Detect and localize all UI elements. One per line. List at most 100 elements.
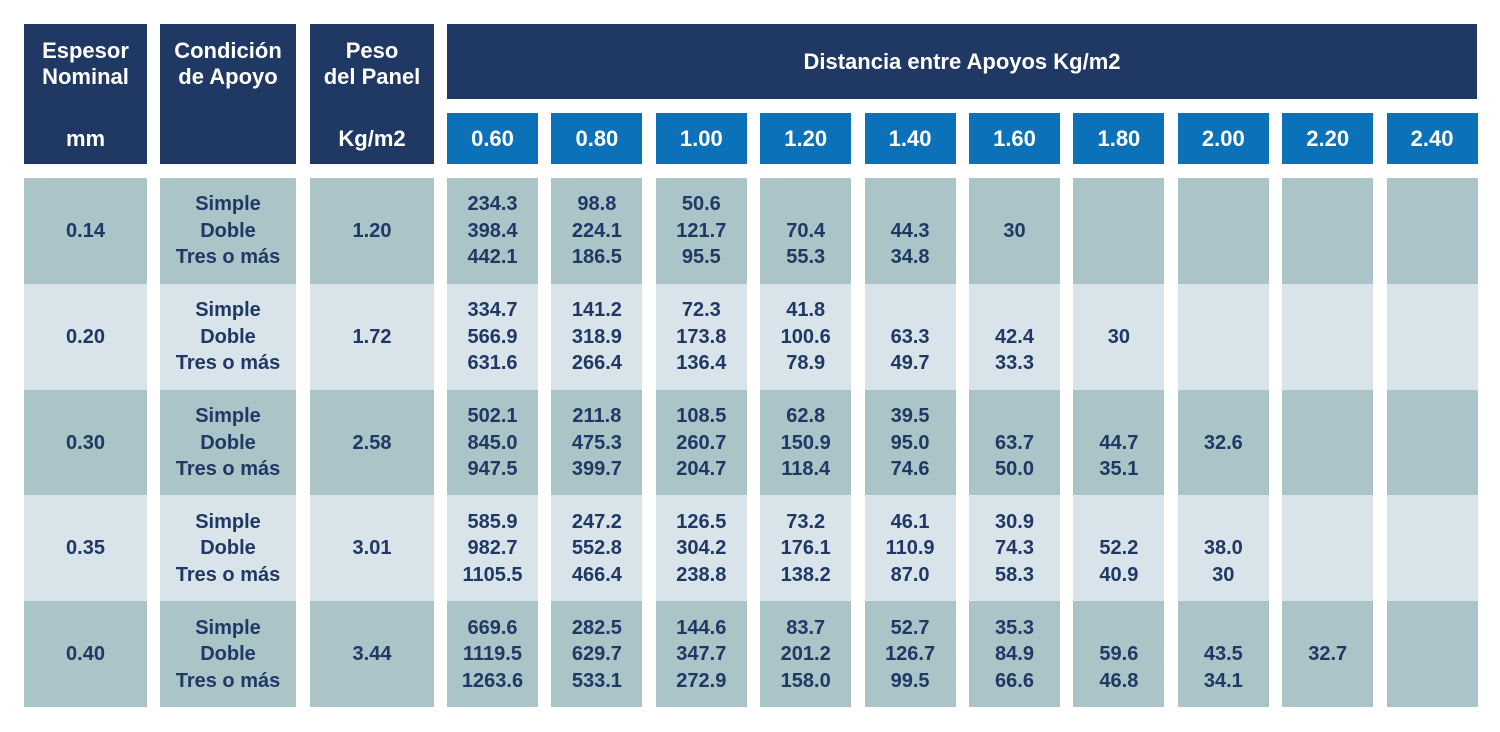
load-value: 136.4 [676,352,727,375]
body-cell [1177,601,1269,707]
condicion: Simple [195,405,261,427]
load-value: 475.3 [571,431,622,454]
peso: 3.01 [352,537,392,560]
load-value: 272.9 [676,669,727,692]
load-value: 304.2 [676,537,727,560]
body-cell [969,495,1060,602]
condicion: Tres o más [175,669,281,692]
body-cell [655,283,747,390]
body-cell [160,389,296,496]
header-label: Condición [174,38,282,63]
load-value: 34.1 [1203,669,1243,692]
span-header-cell [969,113,1060,164]
body-cell [969,389,1060,496]
load-value: 1119.5 [463,643,522,666]
span-header-cell [1073,113,1165,164]
load-value: 52.7 [890,616,930,639]
header-unit: mm [65,126,106,151]
load-value: 266.4 [571,352,622,375]
header-label: Distancia entre Apoyos Kg/m2 [803,49,1121,74]
load-value: 43.5 [1203,643,1243,666]
span-label: 1.40 [888,126,932,151]
load-value: 98.8 [577,193,617,216]
body-cell [655,178,747,284]
load-value: 72.3 [681,299,721,322]
load-value: 32.7 [1308,643,1348,666]
load-value: 70.4 [786,219,826,242]
load-value: 44.7 [1099,431,1139,454]
load-value: 126.7 [885,643,936,666]
body-cell [1177,283,1269,390]
load-value: 100.6 [780,325,831,348]
header-cell [160,24,296,164]
span-header-cell [1282,113,1374,164]
body-cell [1282,495,1374,602]
body-cell [1282,389,1374,496]
load-value: 33.3 [995,352,1034,375]
load-value: 126.5 [676,510,727,533]
load-value: 110.9 [885,537,935,560]
span-label: 0.80 [575,126,619,151]
body-cell [760,178,852,284]
body-cell [447,601,538,707]
load-value: 52.2 [1099,537,1139,560]
load-value: 201.2 [780,643,831,666]
load-value: 224.1 [571,219,622,242]
load-value: 40.9 [1099,563,1139,586]
body-cell [760,495,852,602]
body-cell [864,389,956,496]
peso: 2.58 [352,431,392,454]
body-cell [310,178,434,284]
header-label: Peso [345,38,399,63]
body-cell [24,601,147,707]
span-header-cell [1177,113,1269,164]
span-header-cell [551,113,643,164]
peso: 3.44 [352,643,392,666]
load-value: 399.7 [571,458,622,480]
load-value: 334.7 [467,299,518,322]
load-value: 947.5 [467,458,518,480]
load-value: 108.5 [676,405,727,427]
body-cell [551,601,643,707]
span-label: 1.80 [1097,126,1141,151]
body-cell [655,389,747,496]
espesor: 0.20 [66,325,105,348]
load-value: 347.7 [676,643,727,666]
span-label: 1.00 [679,126,723,151]
load-value: 282.5 [571,616,622,639]
load-value: 30.9 [995,510,1034,533]
load-value: 552.8 [571,537,622,560]
load-value: 73.2 [786,510,826,533]
body-cell [447,389,538,496]
load-value: 44.3 [890,219,930,242]
body-cell [160,283,296,390]
load-value: 74.6 [890,458,930,480]
body-cell [864,495,956,602]
load-value: 204.7 [676,458,727,480]
load-value: 669.6 [467,616,518,639]
body-cell [24,389,147,496]
body-cell [551,283,643,390]
load-value: 34.8 [890,246,930,269]
load-value: 62.8 [786,405,826,427]
body-cell [310,283,434,390]
body-cell [447,283,538,390]
body-cell [760,389,852,496]
body-cell [864,601,956,707]
body-cell [1386,601,1478,707]
body-cell [310,495,434,602]
body-cell [1073,389,1165,496]
load-value: 95.5 [681,246,721,269]
header-cell [310,24,434,164]
load-value: 150.9 [780,431,831,454]
body-cell [1177,178,1269,284]
load-value: 629.7 [571,643,622,666]
load-value: 46.8 [1099,669,1139,692]
espesor: 0.30 [66,431,105,454]
load-value: 173.8 [676,325,727,348]
load-value: 35.3 [995,616,1034,639]
span-header-cell [447,113,538,164]
body-cell [24,178,147,284]
load-value: 66.6 [995,669,1034,692]
